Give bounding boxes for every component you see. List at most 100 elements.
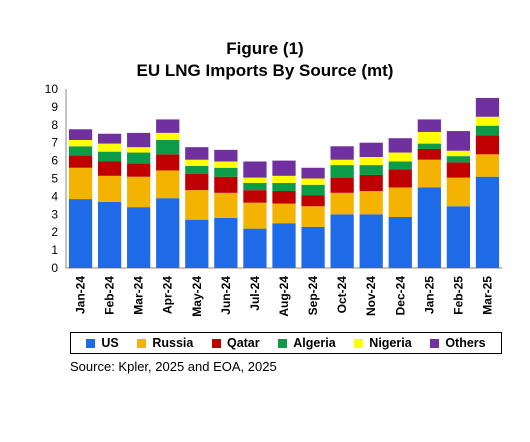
x-tick-label: Oct-24 — [335, 276, 349, 314]
bar-segment-nigeria — [127, 147, 151, 153]
bar-segment-russia — [272, 203, 296, 224]
legend-item-others: Others — [430, 336, 486, 350]
legend-item-us: US — [86, 336, 119, 350]
bar-segment-us — [272, 223, 296, 268]
bar-segment-others — [243, 161, 267, 178]
bar-segment-algeria — [330, 165, 354, 178]
y-tick-label: 0 — [51, 261, 58, 275]
bar-segment-others — [97, 133, 122, 144]
chart-title: Figure (1) — [226, 39, 304, 58]
bar-segment-us — [330, 214, 354, 268]
bar-segment-us — [301, 226, 325, 268]
x-tick-label: Jan-24 — [74, 276, 88, 314]
bar-segment-russia — [301, 206, 325, 227]
bar-segment-qatar — [156, 154, 180, 171]
x-tick-label: Jun-24 — [219, 276, 233, 315]
legend-label: Qatar — [226, 336, 260, 350]
legend-swatch — [137, 338, 147, 348]
bar-segment-algeria — [243, 182, 267, 191]
bar-segment-nigeria — [330, 159, 354, 166]
bar-segment-others — [446, 131, 471, 151]
bar-segment-russia — [97, 175, 122, 202]
legend-swatch — [278, 338, 288, 348]
bar-segment-us — [446, 206, 471, 268]
bar-segment-algeria — [301, 184, 325, 196]
y-tick-label: 8 — [51, 118, 58, 132]
y-tick-label: 9 — [51, 100, 58, 114]
bar-segment-others — [185, 147, 209, 160]
bar-segment-algeria — [475, 125, 500, 136]
bar-segment-nigeria — [475, 116, 500, 126]
bar-segment-russia — [214, 192, 238, 218]
bar-segment-qatar — [214, 176, 238, 193]
bar-segment-algeria — [185, 165, 209, 175]
legend-swatch — [430, 338, 440, 348]
legend-label: US — [101, 336, 119, 350]
bar-segment-nigeria — [97, 143, 122, 152]
y-tick-label: 4 — [51, 189, 58, 203]
bar-segment-others — [330, 146, 354, 160]
bar-segment-others — [127, 132, 151, 148]
bar-segment-others — [214, 149, 238, 162]
x-tick-label: Feb-24 — [103, 276, 117, 315]
bar-segment-russia — [359, 191, 383, 215]
bar-segment-russia — [475, 154, 500, 177]
bar-segment-others — [388, 138, 412, 153]
bar-segment-us — [97, 201, 122, 268]
chart-subtitle: EU LNG Imports By Source (mt) — [136, 61, 394, 80]
bar-segment-qatar — [185, 174, 209, 191]
x-tick-label: Apr-24 — [161, 276, 175, 314]
legend-swatch — [86, 338, 96, 348]
legend-item-qatar: Qatar — [211, 336, 260, 350]
bar-segment-algeria — [156, 140, 180, 155]
legend-label: Nigeria — [369, 336, 412, 350]
legend-item-russia: Russia — [137, 336, 193, 350]
x-tick-label: Feb-25 — [451, 276, 465, 315]
bar-segment-russia — [185, 190, 209, 220]
bar-segment-qatar — [359, 174, 383, 192]
bar-segment-nigeria — [359, 157, 383, 166]
bar-segment-algeria — [97, 151, 122, 162]
bar-segment-us — [185, 219, 209, 268]
bar-segment-others — [417, 119, 441, 132]
bar-segment-algeria — [214, 167, 238, 177]
y-tick-label: 10 — [45, 82, 59, 96]
x-tick-label: Jul-24 — [248, 276, 262, 311]
bar-segment-nigeria — [446, 150, 471, 157]
bar-segment-qatar — [446, 162, 471, 178]
y-tick-label: 1 — [51, 243, 58, 257]
bar-segment-us — [214, 217, 238, 268]
bar-segment-algeria — [359, 165, 383, 175]
source-note: Source: Kpler, 2025 and EOA, 2025 — [70, 359, 277, 374]
x-tick-label: Mar-24 — [132, 276, 146, 315]
bar-segment-nigeria — [156, 132, 180, 141]
bar-segment-us — [243, 228, 267, 268]
bar-segment-russia — [127, 176, 151, 208]
bar-segment-qatar — [243, 190, 267, 203]
x-tick-label: Jan-25 — [422, 276, 436, 314]
bar-segment-us — [388, 216, 412, 268]
bar-segment-us — [156, 198, 180, 268]
bar-segment-russia — [417, 159, 441, 188]
bar-segment-qatar — [272, 191, 296, 204]
bar-segment-others — [475, 97, 500, 117]
y-tick-label: 7 — [51, 136, 58, 150]
y-tick-label: 3 — [51, 207, 58, 221]
legend-label: Russia — [152, 336, 194, 350]
bar-segment-us — [127, 207, 151, 268]
bar-segment-others — [156, 119, 180, 133]
bar-segment-algeria — [68, 146, 93, 156]
bar-segment-qatar — [68, 155, 93, 168]
bar-segment-algeria — [417, 143, 441, 149]
x-tick-label: May-24 — [190, 276, 204, 317]
bar-segment-russia — [446, 177, 471, 207]
bar-segment-us — [68, 199, 93, 268]
bar-segment-qatar — [388, 169, 412, 188]
bar-segment-nigeria — [417, 131, 441, 144]
bar-segment-russia — [243, 202, 267, 229]
x-tick-label: Dec-24 — [393, 276, 407, 316]
y-tick-label: 5 — [51, 172, 58, 186]
bar-segment-nigeria — [68, 140, 93, 147]
bar-segment-qatar — [475, 135, 500, 155]
bar-segment-algeria — [127, 152, 151, 164]
